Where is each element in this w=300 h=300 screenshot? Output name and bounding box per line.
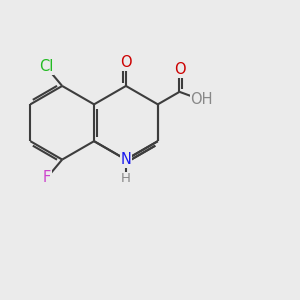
Text: H: H [121,172,131,185]
Text: O: O [174,62,185,77]
Text: O: O [120,55,132,70]
Text: OH: OH [190,92,213,107]
Text: F: F [43,170,51,185]
Text: Cl: Cl [39,59,53,74]
Text: N: N [121,152,131,167]
